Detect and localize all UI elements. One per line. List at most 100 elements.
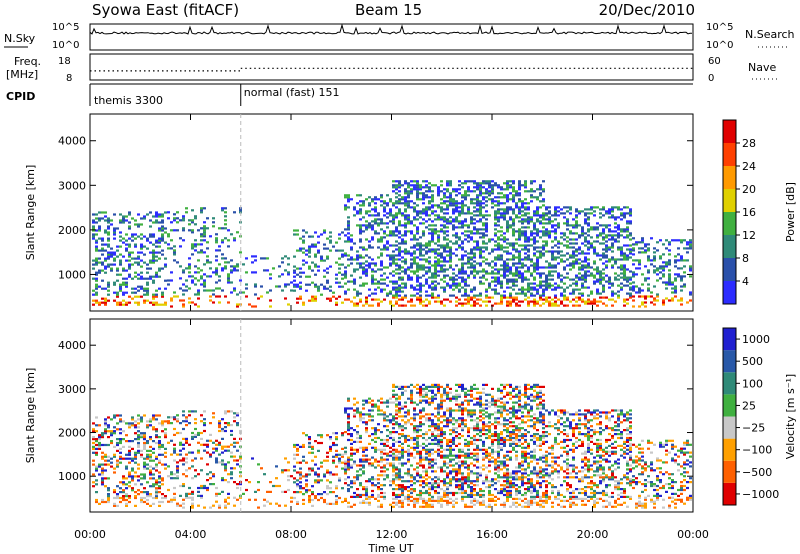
range-cell (626, 248, 629, 251)
range-cell (395, 206, 398, 209)
range-cell (383, 491, 386, 495)
range-cell (593, 228, 596, 231)
range-cell (398, 499, 401, 502)
range-cell (653, 299, 656, 302)
range-cell (383, 458, 386, 461)
range-cell (392, 389, 395, 392)
range-cell (575, 222, 578, 225)
range-cell (557, 276, 560, 279)
range-cell (320, 436, 323, 439)
range-cell (212, 293, 215, 296)
range-cell (494, 228, 497, 231)
range-cell (227, 275, 230, 278)
range-cell (380, 448, 383, 451)
range-cell (557, 272, 560, 275)
range-cell (419, 252, 422, 255)
range-cell (572, 254, 575, 257)
range-cell (560, 242, 563, 245)
range-cell (353, 495, 356, 498)
range-cell (608, 238, 611, 241)
range-cell (536, 210, 539, 213)
range-cell (542, 252, 545, 255)
range-cell (128, 475, 131, 478)
range-cell (614, 238, 617, 241)
range-cell (134, 420, 137, 423)
range-cell (107, 239, 110, 242)
range-cell (92, 267, 95, 270)
range-cell (293, 469, 296, 472)
range-cell (506, 194, 509, 197)
range-cell (365, 198, 368, 201)
range-cell (461, 278, 464, 281)
range-cell (533, 262, 536, 265)
range-cell (302, 487, 305, 490)
range-cell (677, 299, 680, 302)
range-cell (530, 294, 533, 297)
range-cell (518, 252, 521, 255)
range-cell (443, 256, 446, 259)
range-cell (593, 240, 596, 243)
range-cell (119, 231, 122, 234)
range-cell (506, 274, 509, 277)
range-cell (431, 248, 434, 251)
range-cell (491, 184, 494, 187)
range-cell (269, 299, 272, 302)
range-cell (329, 249, 332, 252)
range-cell (410, 192, 413, 195)
range-cell (422, 198, 425, 201)
range-cell (605, 246, 608, 249)
range-cell (335, 277, 338, 280)
range-cell (632, 253, 635, 256)
range-cell (473, 260, 476, 263)
range-cell (233, 265, 236, 268)
range-cell (299, 237, 302, 240)
range-cell (632, 289, 635, 292)
range-cell (128, 481, 131, 484)
range-cell (590, 226, 593, 229)
range-cell (98, 445, 101, 448)
range-cell (368, 240, 371, 243)
range-cell (377, 302, 380, 305)
range-cell (452, 210, 455, 213)
range-cell (155, 491, 158, 494)
range-cell (329, 449, 332, 452)
range-cell (626, 278, 629, 281)
range-cell (137, 257, 140, 260)
range-cell (545, 230, 548, 233)
range-cell (428, 208, 431, 211)
range-cell (152, 414, 155, 417)
range-cell (602, 206, 605, 209)
range-cell (482, 282, 485, 285)
range-cell (398, 200, 401, 203)
range-cell (425, 180, 428, 183)
range-cell (689, 291, 692, 294)
range-cell (371, 484, 374, 487)
range-cell (494, 258, 497, 261)
range-cell (677, 247, 680, 250)
range-cell (353, 482, 356, 485)
range-cell (125, 259, 128, 262)
range-cell (344, 497, 347, 500)
range-cell (377, 486, 380, 489)
range-cell (497, 218, 500, 221)
range-cell (212, 416, 215, 419)
range-cell (512, 258, 515, 261)
range-cell (158, 500, 161, 504)
range-cell (323, 275, 326, 278)
range-cell (380, 240, 383, 243)
range-cell (203, 231, 206, 234)
range-cell (107, 225, 110, 228)
range-cell (380, 431, 383, 434)
range-cell (392, 491, 395, 495)
range-cell (170, 471, 173, 474)
range-cell (461, 210, 464, 213)
range-cell (563, 296, 566, 299)
range-cell (125, 457, 128, 460)
range-cell (602, 272, 605, 275)
range-cell (476, 262, 479, 265)
range-cell (551, 274, 554, 277)
range-cell (356, 478, 359, 481)
range-cell (566, 264, 569, 267)
range-cell (521, 206, 524, 209)
range-cell (467, 296, 470, 299)
